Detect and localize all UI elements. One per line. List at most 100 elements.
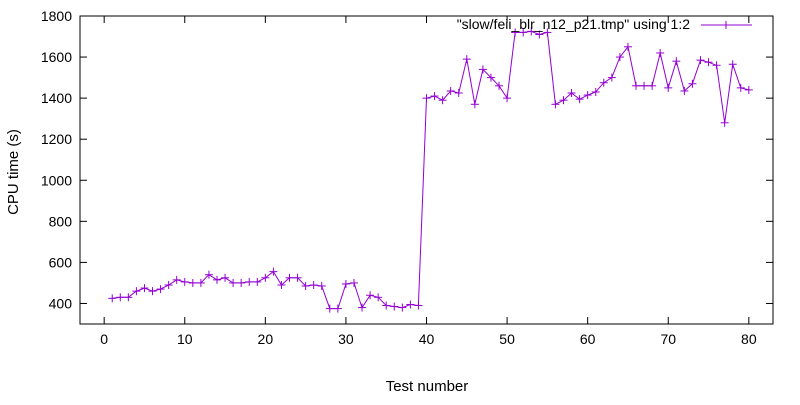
x-tick-label: 0: [100, 331, 108, 347]
data-point-marker: [478, 65, 487, 74]
legend: "slow/feii_blr_n12_p21.tmp" using 1:2: [457, 16, 752, 32]
data-point-marker: [309, 280, 318, 289]
data-point-marker: [503, 94, 512, 103]
data-point-marker: [269, 267, 278, 276]
data-point-marker: [221, 273, 230, 282]
data-point-marker: [672, 57, 681, 66]
y-tick-label: 400: [49, 295, 73, 311]
series-layer: [108, 27, 753, 313]
data-point-marker: [374, 293, 383, 302]
data-point-marker: [495, 81, 504, 90]
series-line: [112, 30, 749, 310]
x-tick-label: 20: [258, 331, 274, 347]
data-point-marker: [543, 28, 552, 37]
data-point-marker: [430, 92, 439, 101]
x-tick-label: 80: [741, 331, 757, 347]
data-point-marker: [615, 53, 624, 62]
data-point-marker: [212, 275, 221, 284]
data-point-marker: [229, 278, 238, 287]
data-point-marker: [454, 89, 463, 97]
y-tick-label: 1000: [41, 172, 72, 188]
data-point-marker: [366, 291, 375, 300]
plot-area-frame: [79, 15, 774, 325]
y-tick-label: 1800: [41, 8, 72, 24]
data-point-marker: [180, 277, 189, 286]
data-point-marker: [744, 85, 753, 94]
data-point-marker: [301, 282, 310, 291]
data-point-marker: [253, 277, 262, 286]
y-tick-label: 1600: [41, 49, 72, 65]
legend-marker-sample: [722, 21, 730, 29]
data-point-marker: [527, 27, 536, 36]
x-tick-label: 30: [338, 331, 354, 347]
data-point-marker: [293, 273, 302, 282]
y-tick-label: 600: [49, 254, 73, 270]
data-point-marker: [196, 278, 205, 287]
data-point-marker: [640, 81, 649, 90]
data-point-marker: [172, 275, 181, 284]
data-point-marker: [341, 279, 350, 288]
data-point-marker: [277, 280, 286, 289]
data-point-marker: [720, 118, 729, 127]
data-point-marker: [599, 78, 608, 87]
data-point-marker: [132, 287, 141, 296]
y-tick-label: 800: [49, 213, 73, 229]
data-point-marker: [486, 73, 495, 82]
data-point-marker: [575, 95, 584, 104]
data-point-marker: [333, 304, 342, 313]
data-point-marker: [583, 91, 592, 100]
data-point-marker: [390, 302, 399, 311]
legend-label: "slow/feii_blr_n12_p21.tmp" using 1:2: [457, 16, 691, 32]
data-point-marker: [567, 89, 576, 97]
data-point-marker: [632, 81, 641, 90]
data-point-marker: [607, 73, 616, 82]
x-tick-label: 70: [660, 331, 676, 347]
data-point-marker: [664, 83, 673, 92]
y-axis-ticks: 400 600 800 1000 1200 1400 1600 1800: [41, 8, 773, 311]
data-point-marker: [414, 301, 423, 310]
data-point-marker: [462, 55, 471, 64]
x-tick-label: 50: [499, 331, 515, 347]
data-point-marker: [559, 96, 568, 105]
data-point-marker: [188, 278, 197, 287]
data-point-marker: [648, 81, 657, 90]
data-point-marker: [245, 277, 254, 286]
data-point-marker: [511, 28, 520, 37]
data-point-marker: [535, 30, 544, 39]
x-tick-label: 10: [177, 331, 193, 347]
x-tick-label: 40: [419, 331, 435, 347]
data-point-marker: [382, 301, 391, 310]
data-point-marker: [124, 293, 133, 302]
data-point-marker: [140, 284, 149, 293]
data-point-marker: [736, 83, 745, 92]
data-point-marker: [358, 303, 367, 312]
data-point-marker: [148, 287, 157, 296]
data-point-marker: [623, 42, 632, 51]
y-tick-label: 1200: [41, 131, 72, 147]
data-point-marker: [398, 303, 407, 312]
data-point-marker: [704, 58, 713, 67]
data-point-marker: [446, 86, 455, 95]
data-point-marker: [237, 278, 246, 287]
data-point-marker: [156, 285, 165, 294]
data-point-marker: [317, 282, 326, 291]
x-axis-label: Test number: [386, 378, 469, 395]
data-point-marker: [591, 87, 600, 96]
y-tick-label: 1400: [41, 90, 72, 106]
data-point-marker: [261, 273, 270, 282]
data-point-marker: [116, 293, 125, 302]
data-point-marker: [164, 280, 173, 289]
x-axis-ticks: 0 10 20 30 40 50 60 70 80: [100, 16, 757, 347]
data-point-marker: [656, 48, 665, 57]
data-point-marker: [712, 61, 721, 70]
data-point-marker: [422, 94, 431, 103]
x-tick-label: 60: [580, 331, 596, 347]
data-point-marker: [349, 278, 358, 287]
data-point-marker: [696, 56, 705, 65]
data-point-marker: [519, 28, 528, 37]
data-point-marker: [680, 86, 689, 95]
data-point-marker: [325, 304, 334, 313]
data-point-marker: [204, 270, 213, 279]
